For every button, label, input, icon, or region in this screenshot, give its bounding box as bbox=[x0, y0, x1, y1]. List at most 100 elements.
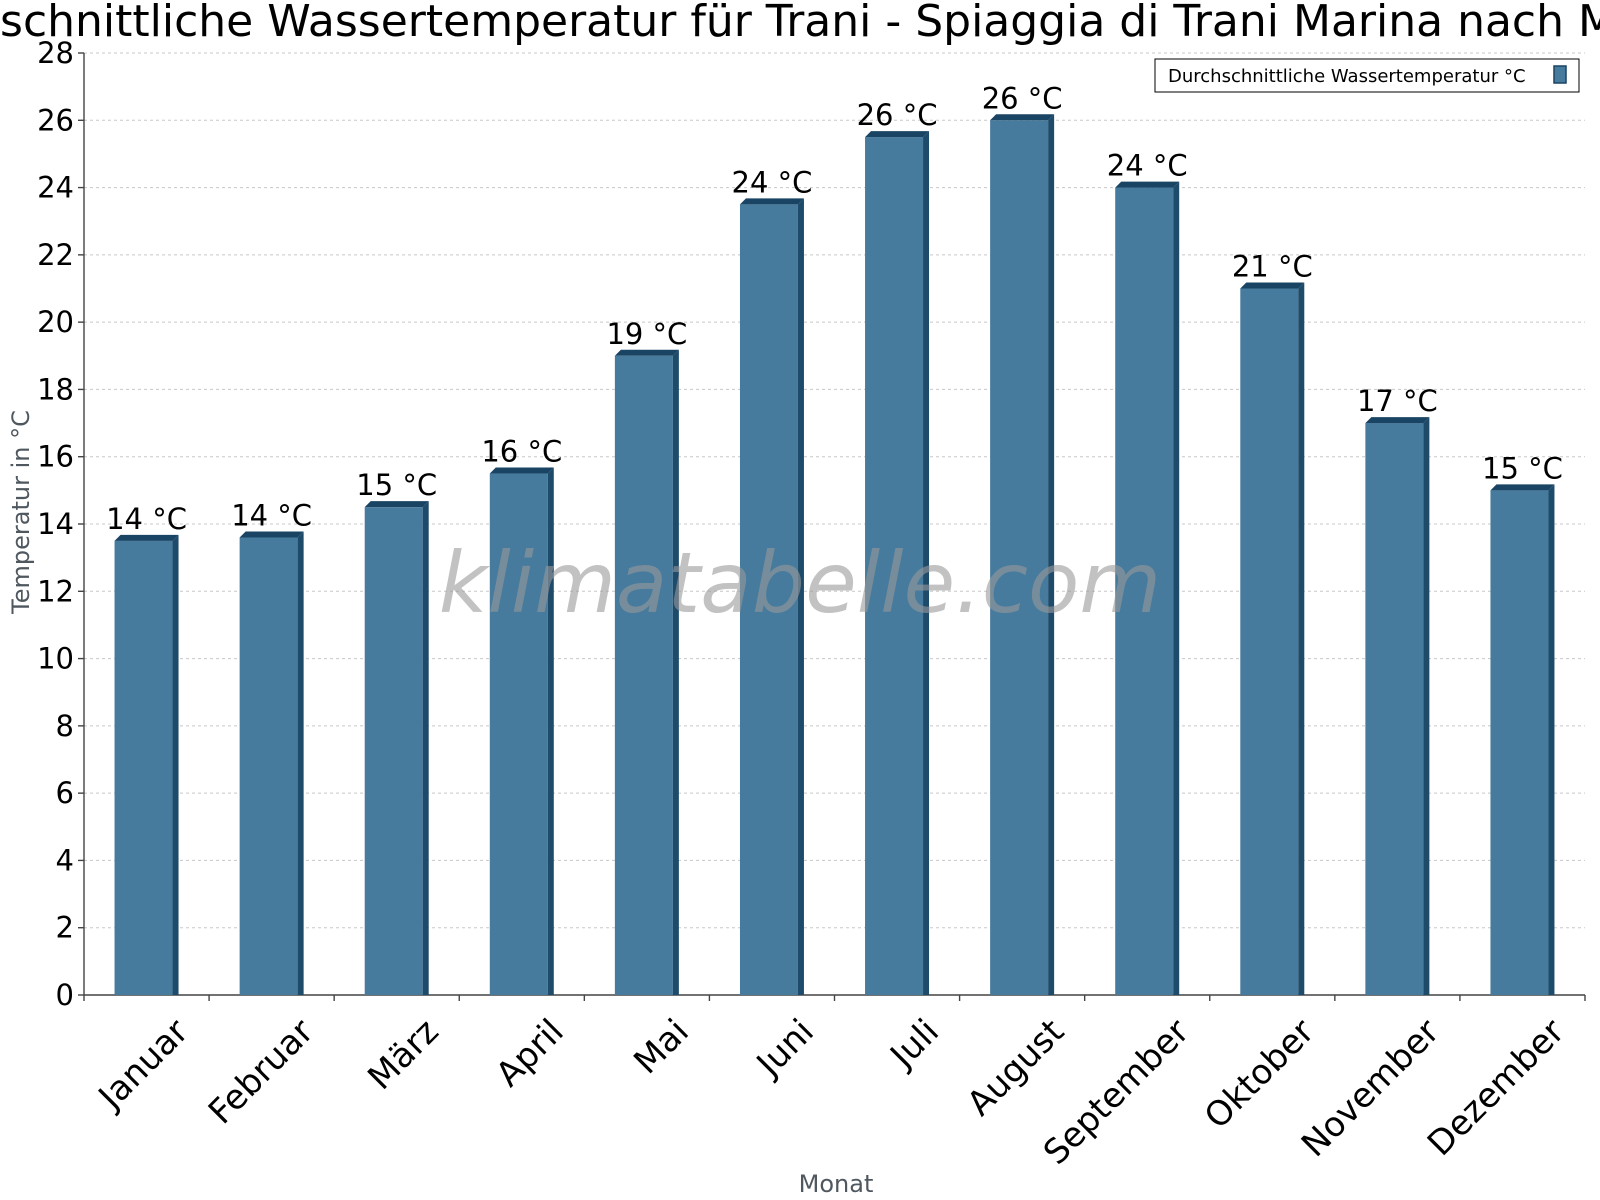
bar bbox=[990, 114, 1055, 996]
y-tick-label: 24 bbox=[37, 171, 74, 205]
x-tick-label: November bbox=[1294, 1012, 1447, 1165]
bar-top bbox=[1240, 282, 1305, 289]
bar-front bbox=[614, 355, 673, 995]
y-tick-label: 12 bbox=[37, 574, 74, 608]
bar-front bbox=[489, 473, 548, 995]
data-label: 24 °C bbox=[732, 165, 813, 199]
grid-lines bbox=[84, 52, 1585, 929]
bar-side bbox=[1548, 484, 1555, 995]
bar-front bbox=[114, 540, 173, 995]
x-tick-label: April bbox=[488, 1012, 571, 1095]
bar-side bbox=[1423, 417, 1430, 996]
y-tick-label: 28 bbox=[37, 36, 74, 70]
legend: Durchschnittliche Wassertemperatur °C bbox=[1154, 58, 1580, 93]
x-tick-label: Mai bbox=[626, 1012, 696, 1082]
x-tick-label: März bbox=[360, 1012, 446, 1098]
bar-front bbox=[364, 507, 423, 995]
bar-top bbox=[739, 198, 804, 205]
x-axis-title: Monat bbox=[799, 1170, 874, 1198]
bar-top bbox=[1115, 181, 1180, 188]
bar-side bbox=[1298, 282, 1305, 995]
legend-label: Durchschnittliche Wassertemperatur °C bbox=[1168, 66, 1526, 87]
x-tick-label: Juli bbox=[882, 1012, 947, 1077]
bar-front bbox=[1115, 187, 1174, 996]
bar-side bbox=[422, 501, 429, 995]
data-label: 17 °C bbox=[1357, 384, 1438, 418]
data-label: 14 °C bbox=[106, 502, 187, 536]
x-tick-label: Juni bbox=[748, 1012, 822, 1086]
data-label: 14 °C bbox=[231, 498, 312, 532]
bar-front bbox=[239, 537, 298, 995]
bar-top bbox=[239, 531, 304, 538]
bar-front bbox=[990, 120, 1049, 996]
bar-top bbox=[865, 131, 930, 138]
data-label: 16 °C bbox=[481, 435, 562, 469]
data-label: 26 °C bbox=[857, 98, 938, 132]
y-tick-label: 8 bbox=[56, 709, 74, 743]
bar-front bbox=[739, 204, 798, 996]
x-tick-label: Oktober bbox=[1197, 1012, 1322, 1137]
watermark: klimatabelle.com bbox=[439, 534, 1162, 632]
y-tick-label: 16 bbox=[37, 440, 74, 474]
data-label: 19 °C bbox=[606, 317, 687, 351]
y-tick-label: 18 bbox=[37, 372, 74, 406]
bar-side bbox=[1048, 114, 1055, 996]
bar bbox=[114, 534, 179, 995]
bar-top bbox=[614, 349, 679, 356]
legend-box bbox=[1154, 58, 1580, 93]
bar-top bbox=[489, 467, 554, 474]
bar bbox=[1240, 282, 1305, 995]
y-tick-label: 2 bbox=[56, 911, 74, 945]
x-tick-label: Dezember bbox=[1420, 1012, 1572, 1164]
bar-top bbox=[1490, 484, 1555, 491]
bar-front bbox=[1490, 490, 1549, 995]
bar bbox=[1490, 484, 1555, 995]
bar bbox=[489, 467, 554, 995]
bar bbox=[239, 531, 304, 995]
y-axis-title: Temperatur in °C bbox=[7, 410, 35, 615]
x-tick-label: Januar bbox=[90, 1012, 197, 1119]
bar-top bbox=[114, 534, 179, 541]
bar-front bbox=[1240, 288, 1299, 995]
y-tick-label: 22 bbox=[37, 238, 74, 272]
data-label: 21 °C bbox=[1232, 250, 1313, 284]
bars bbox=[114, 114, 1555, 996]
y-tick-label: 14 bbox=[37, 507, 74, 541]
bar-side bbox=[923, 131, 930, 995]
bar-side bbox=[547, 467, 554, 995]
y-tick-label: 0 bbox=[56, 978, 74, 1012]
bar-top bbox=[364, 501, 429, 508]
bar bbox=[364, 501, 429, 995]
data-label: 24 °C bbox=[1107, 149, 1188, 183]
bar bbox=[1115, 181, 1180, 996]
data-label: 15 °C bbox=[1482, 451, 1563, 485]
bar-side bbox=[172, 534, 179, 995]
y-tick-label: 6 bbox=[56, 776, 74, 810]
y-tick-label: 10 bbox=[37, 642, 74, 676]
bar-front bbox=[865, 137, 924, 995]
x-tick-label: Februar bbox=[201, 1012, 322, 1133]
y-tick-label: 20 bbox=[37, 305, 74, 339]
bar bbox=[739, 198, 804, 996]
legend-swatch bbox=[1553, 65, 1567, 84]
bar bbox=[865, 131, 930, 995]
x-axis-ticks: Januar Februar März April Mai Juni Juli AugustS… bbox=[83, 995, 1586, 1173]
data-label: 26 °C bbox=[982, 81, 1063, 115]
bar bbox=[1365, 417, 1430, 996]
y-tick-label: 4 bbox=[56, 843, 74, 877]
y-tick-label: 26 bbox=[37, 103, 74, 137]
x-tick-label: August bbox=[960, 1012, 1072, 1124]
bar-side bbox=[797, 198, 804, 996]
bar-side bbox=[297, 531, 304, 995]
data-label: 15 °C bbox=[356, 468, 437, 502]
data-labels: 14 °C 14 °C 15 °C 16 °C 19 °C 24 °C 26 °C 26 °C… bbox=[106, 81, 1563, 536]
bar-side bbox=[1173, 181, 1180, 996]
chart-title: Durchschnittliche Wassertemperatur für T… bbox=[0, 0, 1600, 47]
bar-top bbox=[1365, 417, 1430, 424]
bar bbox=[614, 349, 679, 995]
bar-top bbox=[990, 114, 1055, 121]
bar-front bbox=[1365, 423, 1424, 996]
bar-side bbox=[672, 349, 679, 995]
